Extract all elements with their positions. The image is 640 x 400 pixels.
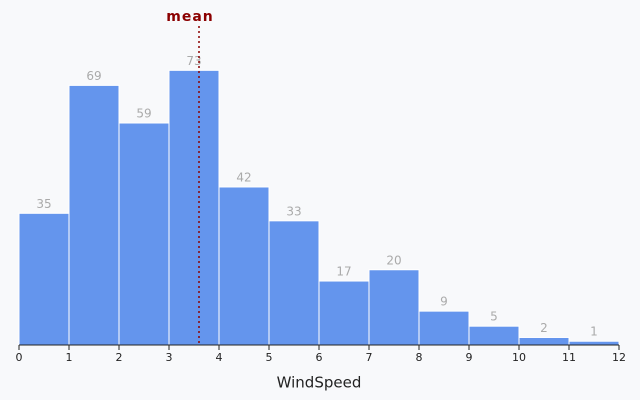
bar — [68, 84, 120, 346]
x-tick-label: 7 — [366, 351, 373, 364]
value-label: 9 — [440, 295, 448, 309]
bar — [568, 340, 620, 346]
bar — [518, 336, 570, 346]
x-tick-label: 5 — [266, 351, 273, 364]
value-label: 5 — [490, 310, 498, 324]
bar — [218, 186, 270, 346]
value-label: 59 — [136, 107, 151, 121]
x-tick-label: 6 — [316, 351, 323, 364]
x-tick-label: 0 — [16, 351, 23, 364]
value-label: 33 — [286, 204, 301, 218]
bar — [318, 280, 370, 346]
value-label: 42 — [236, 170, 251, 184]
x-tick-label: 3 — [166, 351, 173, 364]
value-label: 17 — [336, 265, 351, 279]
bar — [368, 269, 420, 346]
bar — [418, 310, 470, 346]
value-label: 73 — [186, 54, 201, 68]
bar — [118, 122, 170, 346]
x-tick-label: 1 — [66, 351, 73, 364]
value-label: 2 — [540, 321, 548, 335]
bar — [168, 69, 220, 346]
value-label: 20 — [386, 253, 401, 267]
x-tick-label: 12 — [612, 351, 626, 364]
x-tick-label: 10 — [512, 351, 526, 364]
bar — [468, 325, 520, 346]
bar — [18, 212, 70, 346]
value-label: 1 — [590, 325, 598, 339]
x-tick-label: 11 — [562, 351, 576, 364]
bar — [268, 220, 320, 346]
x-tick-label: 8 — [416, 351, 423, 364]
x-axis-label: WindSpeed — [277, 374, 362, 392]
value-label: 35 — [36, 197, 51, 211]
value-label: 69 — [86, 69, 101, 83]
x-tick-label: 9 — [466, 351, 473, 364]
x-tick-label: 4 — [216, 351, 223, 364]
x-tick-label: 2 — [116, 351, 123, 364]
mean-label: mean — [166, 9, 214, 25]
